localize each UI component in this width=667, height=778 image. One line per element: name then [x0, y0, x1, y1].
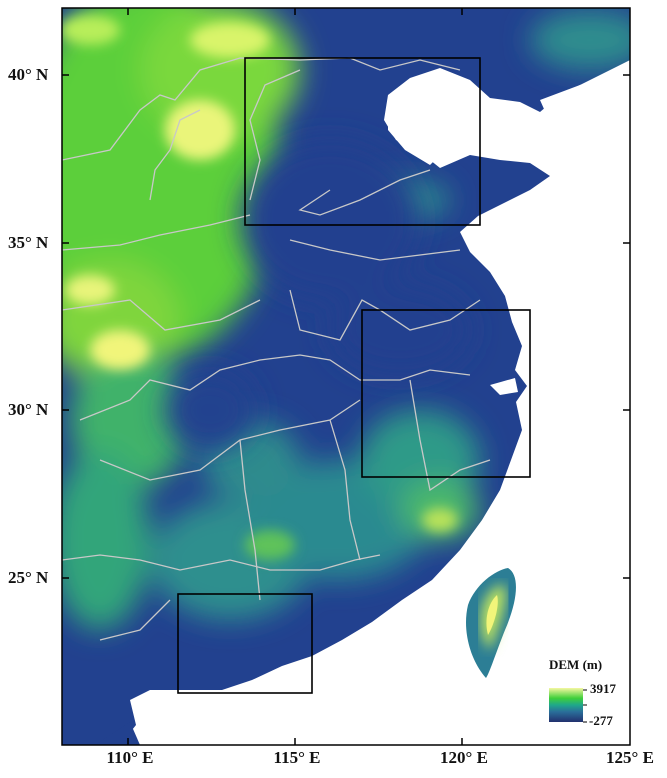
legend-max-label: 3917 [590, 681, 616, 696]
korea-bay [540, 72, 630, 130]
lon-label-125: 125° E [606, 748, 654, 767]
legend-colorbar [549, 688, 583, 722]
lat-label-40: 40° N [8, 65, 49, 84]
lat-label-25: 25° N [8, 568, 49, 587]
lat-label-30: 30° N [8, 400, 49, 419]
dem-raster [62, 8, 630, 745]
study-box-yangtze-delta [361, 309, 531, 478]
bohai-sea [388, 95, 445, 165]
legend-title: DEM (m) [549, 657, 603, 672]
axis-ticks [62, 8, 630, 745]
legend-ticks [583, 689, 587, 723]
study-box-north-china [244, 57, 481, 226]
lon-label-115: 115° E [273, 748, 321, 767]
lon-label-120: 120° E [440, 748, 488, 767]
map-frame [61, 7, 631, 746]
study-boxes [177, 57, 531, 694]
lat-label-35: 35° N [8, 233, 49, 252]
province-borders [62, 57, 491, 641]
lon-label-110: 110° E [106, 748, 154, 767]
taiwan-island [466, 568, 516, 678]
study-box-pearl-river-delta [177, 593, 313, 694]
legend-min-label: -277 [589, 713, 613, 728]
hangzhou-bay [490, 378, 518, 395]
